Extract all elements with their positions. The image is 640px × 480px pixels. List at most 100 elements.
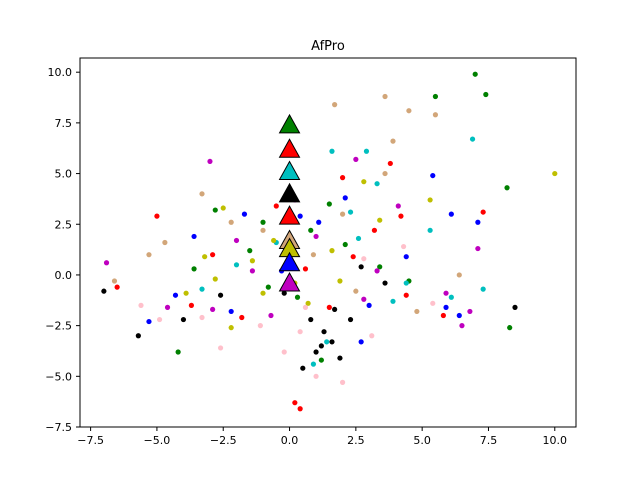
data-point — [271, 237, 277, 244]
data-point — [472, 71, 478, 77]
y-tick-label: 2.5 — [55, 218, 73, 231]
data-point — [111, 278, 118, 284]
data-point — [350, 254, 356, 260]
data-point — [199, 191, 205, 197]
data-point — [260, 227, 266, 233]
data-point — [292, 400, 298, 406]
centroid-marker — [278, 160, 301, 181]
y-tick-label: 10.0 — [48, 66, 73, 79]
data-point — [467, 308, 473, 315]
data-point — [459, 323, 465, 329]
data-point — [337, 278, 343, 284]
data-point — [403, 280, 409, 286]
data-point — [329, 339, 335, 345]
data-point — [146, 318, 152, 325]
data-point — [188, 302, 195, 308]
data-point — [297, 213, 303, 219]
data-point — [217, 292, 224, 298]
y-axis: −7.5 −5.0 −2.5 0.0 2.5 5.0 7.5 10.0 — [45, 66, 80, 434]
data-point — [313, 233, 319, 240]
data-point — [249, 258, 256, 264]
data-point — [432, 93, 439, 100]
data-point — [233, 237, 240, 244]
data-point — [326, 304, 332, 310]
x-tick-label: 2.5 — [347, 434, 365, 447]
data-point — [332, 306, 338, 313]
data-point — [212, 207, 218, 213]
data-point — [430, 300, 436, 306]
data-point — [316, 219, 322, 225]
data-point — [146, 252, 152, 258]
data-point — [448, 211, 454, 217]
data-point — [374, 181, 380, 187]
data-point — [268, 312, 274, 319]
centroid-marker — [278, 205, 301, 225]
data-point — [217, 345, 224, 351]
data-point — [403, 254, 409, 260]
data-point — [260, 290, 266, 296]
data-point — [175, 349, 181, 355]
data-point — [154, 213, 160, 219]
data-point — [260, 219, 266, 225]
data-point — [172, 292, 179, 298]
data-point — [483, 91, 489, 98]
data-point — [297, 406, 303, 412]
data-point — [199, 286, 205, 292]
data-point — [512, 304, 518, 310]
data-point — [353, 156, 359, 162]
centroid-marker — [278, 182, 301, 203]
data-point — [297, 329, 303, 335]
data-point — [191, 266, 197, 272]
data-point — [390, 298, 396, 304]
data-point — [377, 264, 383, 270]
data-point — [430, 172, 436, 179]
data-point — [448, 294, 454, 300]
data-point — [308, 316, 314, 323]
data-point — [300, 365, 306, 371]
data-point — [427, 197, 433, 203]
data-point — [305, 300, 311, 306]
data-point — [387, 160, 393, 167]
data-point — [355, 235, 362, 242]
data-point — [427, 227, 433, 233]
data-point — [374, 268, 380, 274]
data-point — [199, 314, 205, 321]
data-point — [273, 203, 279, 209]
data-point — [321, 329, 327, 335]
data-point — [162, 239, 168, 246]
data-point — [318, 343, 324, 349]
centroid-marker — [278, 138, 301, 158]
data-point — [361, 179, 367, 185]
data-point — [103, 260, 110, 266]
data-point — [241, 211, 248, 217]
data-point — [395, 203, 401, 209]
data-point — [318, 357, 324, 363]
y-tick-label: 0.0 — [55, 269, 73, 282]
x-tick-label: 7.5 — [480, 434, 498, 447]
data-point — [440, 312, 446, 319]
data-point — [294, 294, 301, 300]
data-point — [329, 248, 335, 254]
data-point — [326, 201, 332, 207]
data-point — [480, 209, 486, 215]
x-axis: −7.5 −5.0 −2.5 0.0 2.5 5.0 7.5 10.0 — [77, 427, 567, 447]
data-point — [390, 138, 396, 144]
data-point — [183, 290, 189, 296]
centroid-marker — [278, 251, 301, 272]
data-point — [382, 170, 388, 177]
data-point — [339, 175, 346, 181]
data-point — [347, 316, 354, 323]
data-point — [101, 288, 107, 294]
data-point — [156, 316, 163, 323]
x-tick-label: 5.0 — [413, 434, 431, 447]
data-point — [358, 339, 364, 345]
data-point — [342, 195, 348, 201]
data-point — [363, 148, 370, 154]
data-point — [191, 233, 197, 240]
data-point — [480, 286, 486, 292]
x-tick-label: 0.0 — [281, 434, 299, 447]
chart-title: AfPro — [311, 39, 345, 54]
data-point — [202, 254, 208, 260]
data-point — [382, 280, 388, 286]
data-point — [329, 148, 335, 154]
